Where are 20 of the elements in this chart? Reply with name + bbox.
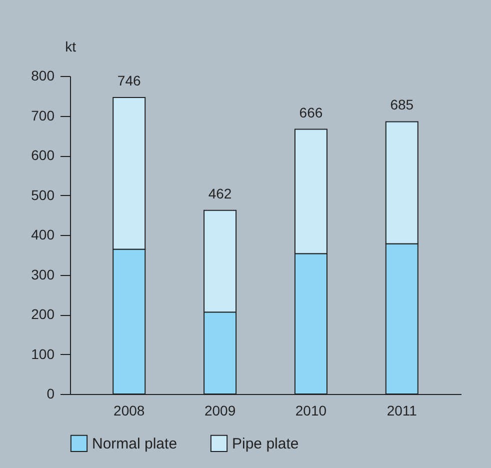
x-tick-label: 2009 [204, 402, 236, 418]
total-label: 746 [117, 72, 141, 88]
x-tick-label: 2011 [386, 402, 418, 418]
y-tick-label: 500 [31, 186, 55, 203]
total-label: 462 [208, 185, 232, 202]
legend-label: Normal plate [92, 435, 178, 452]
y-axis-title: kt [65, 38, 76, 54]
y-tick-label: 0 [46, 386, 55, 402]
x-tick-label: 2010 [295, 402, 327, 418]
y-tick-label: 200 [31, 306, 55, 322]
y-tick-label: 400 [31, 226, 55, 242]
y-tick-label: 800 [31, 68, 55, 84]
y-tick-label: 300 [31, 266, 55, 282]
y-tick-label: 700 [31, 107, 55, 124]
total-label: 666 [299, 104, 323, 120]
x-tick-label: 2008 [114, 402, 145, 418]
y-tick-label: 600 [31, 147, 55, 163]
legend-label: Pipe plate [232, 435, 299, 452]
y-tick-label: 100 [31, 346, 55, 362]
total-label: 685 [390, 96, 414, 113]
